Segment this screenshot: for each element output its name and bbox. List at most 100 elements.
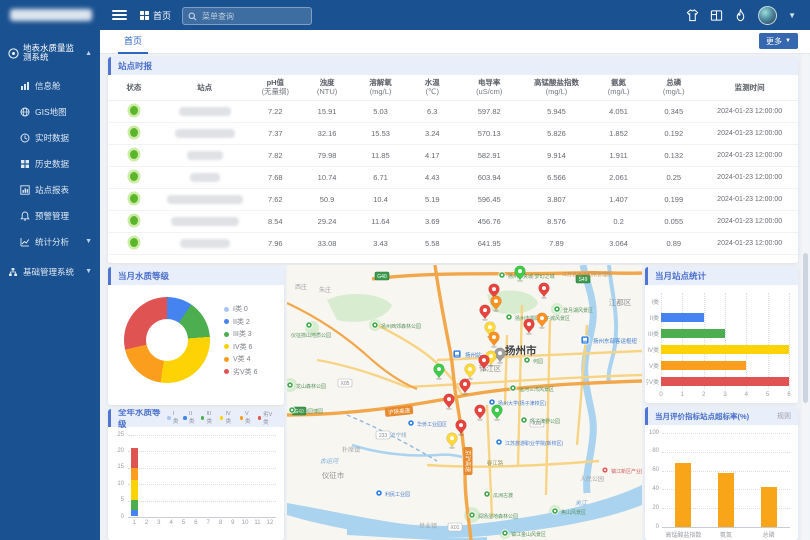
- nav-home-label: 首页: [153, 9, 171, 22]
- status-ok-dot: [130, 216, 138, 225]
- road-shield: X05: [338, 379, 352, 387]
- hbar-V类: [661, 361, 746, 370]
- search-input[interactable]: [200, 11, 306, 22]
- map-label: 古运河: [320, 457, 339, 465]
- table-cell: 4.051: [591, 100, 646, 122]
- city-label: 扬州市: [505, 344, 537, 357]
- monthly-grade-panel: 当月水质等级 I类 0II类 2III类 3IV类 6V类 4劣V类 6: [108, 267, 284, 405]
- table-cell: 0.132: [646, 144, 701, 166]
- svg-text:扬州园博园: 扬州园博园: [298, 408, 323, 415]
- monitor-time-cell: 2024-01-23 12:00:00: [701, 210, 798, 232]
- user-avatar[interactable]: [758, 6, 777, 25]
- panel-header: 当月水质等级: [108, 267, 284, 285]
- table-cell: 5.826: [522, 122, 591, 144]
- table-cell: 2.061: [591, 166, 646, 188]
- system-icon: [8, 48, 19, 59]
- menu-toggle-icon[interactable]: [112, 8, 127, 21]
- sidebar-section-surface-water[interactable]: 地表水质量监测系统 ▲: [0, 30, 100, 73]
- sidebar-item-realtime-data[interactable]: 实时数据: [0, 125, 100, 151]
- scrollbar-thumb[interactable]: [803, 253, 808, 403]
- table-cell: 7.22: [249, 100, 301, 122]
- exceed-rate-bar-chart: 020406080100高锰酸盐指数氨氮总磷: [645, 425, 798, 540]
- column-header: 氨氮(mg/L): [591, 75, 646, 100]
- svg-text:扬子津野公园: 扬子津野公园: [530, 418, 560, 425]
- org-tree-icon: [8, 267, 18, 277]
- svg-text:扬州大学(扬子津校区): 扬州大学(扬子津校区): [498, 400, 547, 407]
- search-box[interactable]: [182, 7, 312, 25]
- rate-bar-总磷: [761, 487, 777, 527]
- tab-home[interactable]: 首页: [118, 30, 148, 54]
- hbar-IV类: [661, 345, 789, 354]
- station-name-redacted: [190, 173, 220, 182]
- monitor-time-cell: 2024-01-23 12:00:00: [701, 188, 798, 210]
- table-cell: 4.43: [408, 166, 456, 188]
- table-row: 7.6810.746.714.43603.946.5662.0610.25202…: [108, 166, 798, 188]
- map-label: 江都区: [609, 298, 632, 307]
- table-cell: 5.58: [408, 232, 456, 254]
- table-header-row: 状态站点pH值(无量纲)浊度(NTU)溶解氧(mg/L)水温(℃)电导率(uS/…: [108, 75, 798, 100]
- sidebar-item-label: 历史数据: [35, 158, 94, 170]
- sidebar-item-alert-management[interactable]: 预警管理: [0, 203, 100, 229]
- exceed-rate-panel: 当月评价指标站点超标率(%) 规则 020406080100高锰酸盐指数氨氮总磷: [645, 407, 798, 540]
- gis-map[interactable]: G40G40S49X05233X09X01沪陕高速京沪高速沪宁线邗江区江都区仪征…: [287, 265, 642, 540]
- table-cell: 596.45: [456, 188, 522, 210]
- map-canvas[interactable]: G40G40S49X05233X09X01沪陕高速京沪高速沪宁线邗江区江都区仪征…: [287, 265, 642, 540]
- panel-title: 当月水质等级: [118, 270, 169, 282]
- legend-item: IV类 6: [224, 341, 258, 354]
- column-header: 总磷(mg/L): [646, 75, 701, 100]
- page-scrollbar: [802, 53, 809, 540]
- sidebar-item-base-management[interactable]: 基础管理系统 ▼: [0, 259, 100, 285]
- sidebar-item-station-report[interactable]: 站点报表: [0, 177, 100, 203]
- column-header: 高锰酸盐指数(mg/L): [522, 75, 591, 100]
- table-cell: 1.911: [591, 144, 646, 166]
- theme-icon[interactable]: [686, 9, 699, 22]
- panel-title: 当月评价指标站点超标率(%): [655, 411, 749, 422]
- svg-text:运河三湾风景区: 运河三湾风景区: [519, 386, 554, 393]
- panel-header: 站点时报: [108, 57, 798, 75]
- hbar-III类: [661, 329, 725, 338]
- clock-icon: [20, 133, 30, 143]
- svg-text:233: 233: [379, 433, 388, 439]
- chevron-down-icon: ▼: [85, 268, 92, 275]
- app-logo: [10, 9, 92, 21]
- chevron-up-icon: ▲: [85, 50, 92, 57]
- sidebar-item-label: 实时数据: [35, 132, 94, 144]
- table-cell: 597.82: [456, 100, 522, 122]
- sidebar-item-info-cockpit[interactable]: 信息舱: [0, 73, 100, 99]
- chevron-down-icon: ▼: [85, 238, 92, 245]
- table-cell: 582.91: [456, 144, 522, 166]
- road-shield: X01: [448, 523, 462, 531]
- table-cell: 3.24: [408, 122, 456, 144]
- column-header: 站点: [160, 75, 250, 100]
- layout-icon[interactable]: [710, 9, 723, 22]
- svg-text:利民工业园: 利民工业园: [385, 491, 410, 498]
- bell-icon: [20, 211, 30, 221]
- dashboard-icon: [20, 81, 30, 91]
- trend-chart-icon: [20, 237, 30, 247]
- panel-header: 全年水质等级 I类II类III类IV类V类劣V类: [108, 409, 284, 427]
- user-menu-chevron-icon[interactable]: ▼: [788, 11, 796, 20]
- table-cell: 456.76: [456, 210, 522, 232]
- rules-link[interactable]: 规则: [777, 411, 791, 421]
- hbar-II类: [661, 313, 704, 322]
- legend-item: 劣V类 6: [224, 366, 258, 379]
- flame-icon[interactable]: [734, 9, 747, 22]
- sidebar-section-label: 地表水质量监测系统: [23, 44, 81, 63]
- sidebar-item-gis-map[interactable]: GIS地图: [0, 99, 100, 125]
- table-cell: 15.91: [301, 100, 353, 122]
- more-button[interactable]: 更多 ▼: [759, 33, 798, 49]
- sidebar-item-history-data[interactable]: 历史数据: [0, 151, 100, 177]
- table-cell: 5.03: [353, 100, 408, 122]
- globe-icon: [20, 107, 30, 117]
- status-ok-dot: [130, 194, 138, 203]
- monitor-time-cell: 2024-01-23 12:00:00: [701, 166, 798, 188]
- nav-home[interactable]: 首页: [140, 7, 171, 23]
- table-cell: 6.3: [408, 100, 456, 122]
- park-poi: 扬州宋夹城·梦幻之城: [499, 272, 555, 280]
- panel-header: 当月站点统计: [645, 267, 798, 285]
- map-label: 仪征市: [322, 470, 345, 480]
- table-cell: 0.2: [591, 210, 646, 232]
- sidebar-item-statistics[interactable]: 统计分析 ▼: [0, 229, 100, 255]
- svg-text:镇江新区产业园区: 镇江新区产业园区: [611, 468, 642, 475]
- table-cell: 7.37: [249, 122, 301, 144]
